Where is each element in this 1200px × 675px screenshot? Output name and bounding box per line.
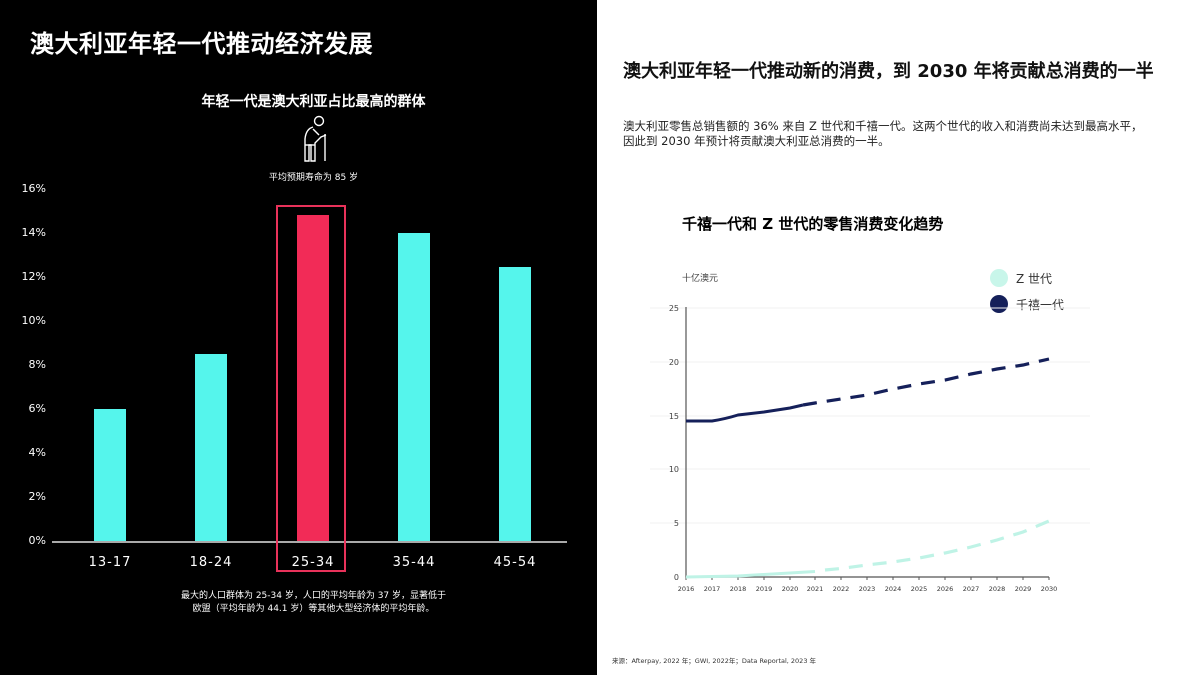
- bar-25-34: [297, 215, 329, 541]
- x-tick: 35-44: [392, 555, 436, 570]
- x-tick: 18-24: [189, 555, 233, 570]
- line-chart-title: 千禧一代和 Z 世代的零售消费变化趋势: [682, 215, 944, 233]
- legend-item-genz: Z 世代: [990, 265, 1064, 291]
- bar-18-24: [195, 354, 227, 541]
- bar-chart-title: 年轻一代是澳大利亚占比最高的群体: [201, 94, 426, 110]
- left-panel: 澳大利亚年轻一代推动经济发展 年轻一代是澳大利亚占比最高的群体 平均预期寿命为 …: [0, 0, 597, 675]
- y-tick: 0%: [28, 534, 46, 547]
- page-title: 澳大利亚年轻一代推动经济发展: [30, 30, 373, 58]
- legend-label: Z 世代: [1016, 271, 1053, 286]
- note-line: 欧盟（平均年龄为 44.1 岁）等其他大型经济体的平均年龄。: [192, 604, 435, 614]
- y-tick: 8%: [28, 358, 46, 371]
- y-tick: 2%: [28, 490, 46, 503]
- x-axis-line: [52, 541, 567, 543]
- y-tick: 14%: [21, 226, 46, 239]
- y-tick: 6%: [28, 402, 46, 415]
- right-panel: 澳大利亚年轻一代推动新的消费，到 2030 年将贡献总消费的一半 澳大利亚零售总…: [597, 0, 1200, 675]
- legend-dot-icon: [990, 269, 1008, 287]
- y-tick: 10%: [21, 314, 46, 327]
- y-tick: 4%: [28, 446, 46, 459]
- source-note: 来源：Afterpay, 2022 年；GWI, 2022年；Data Repo…: [612, 657, 817, 665]
- x-tick: 45-54: [493, 555, 537, 570]
- life-expectancy-note: 平均预期寿命为 85 岁: [268, 173, 359, 183]
- bar-35-44: [398, 233, 430, 541]
- legend-dot-icon: [990, 295, 1008, 313]
- legend-label: 千禧一代: [1016, 297, 1065, 312]
- bar-chart-note: 最大的人口群体为 25-34 岁，人口的平均年龄为 37 岁，显著低于 欧盟（平…: [0, 590, 597, 616]
- highlight-box: [276, 205, 346, 572]
- y-tick: 16%: [21, 182, 46, 195]
- elderly-person-icon: [304, 115, 327, 162]
- section-title: 澳大利亚年轻一代推动新的消费，到 2030 年将贡献总消费的一半: [623, 61, 1154, 82]
- section-description: 澳大利亚零售总销售额的 36% 来自 Z 世代和千禧一代。这两个世代的收入和消费…: [623, 119, 1143, 148]
- bar-45-54: [499, 267, 531, 541]
- x-tick: 13-17: [88, 555, 132, 570]
- bar-13-17: [94, 409, 126, 541]
- legend-item-millennials: 千禧一代: [990, 291, 1064, 317]
- x-tick: 25-34: [291, 555, 335, 570]
- note-line: 最大的人口群体为 25-34 岁，人口的平均年龄为 37 岁，显著低于: [180, 591, 447, 601]
- y-tick: 12%: [21, 270, 46, 283]
- y-axis-unit: 十亿澳元: [682, 274, 719, 284]
- legend: Z 世代 千禧一代: [990, 265, 1064, 317]
